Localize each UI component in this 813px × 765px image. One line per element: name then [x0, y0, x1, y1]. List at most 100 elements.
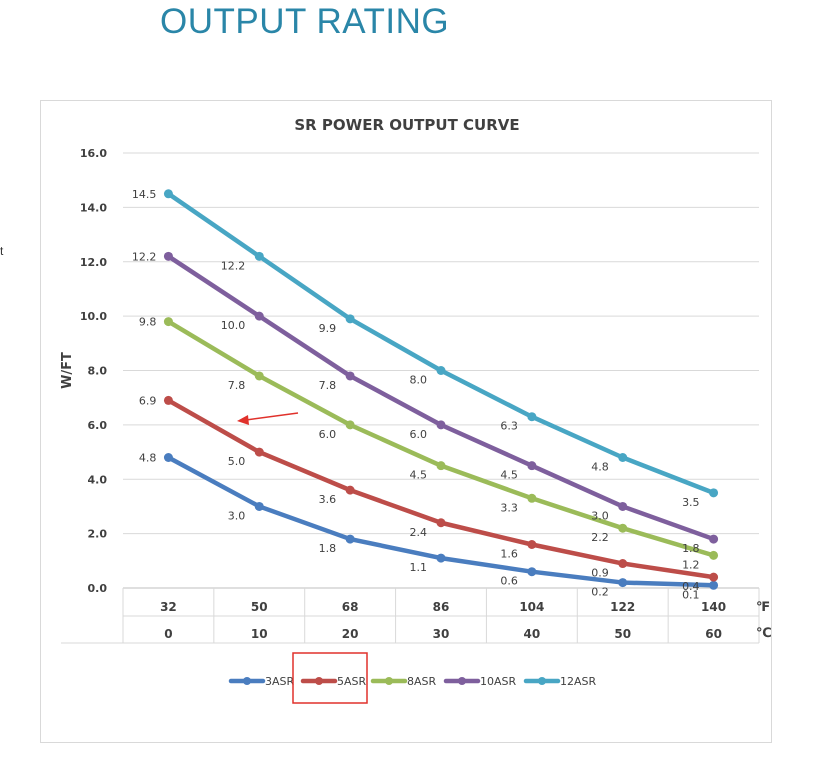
data-label-8asr: 4.5	[410, 469, 428, 482]
chart-frame: SR POWER OUTPUT CURVE W/FT 0.0 2.0 4.0 6.0 8.0…	[40, 100, 772, 743]
data-point-12asr	[254, 251, 264, 261]
data-point-3asr	[163, 453, 173, 462]
y-tick-label: 0.0	[88, 582, 108, 595]
x-tick-label-fahrenheit: 122	[610, 600, 635, 614]
x-tick-label-fahrenheit: 140	[701, 600, 726, 614]
data-point-8asr	[163, 317, 173, 327]
data-point-3asr	[254, 501, 264, 511]
page-title: OUTPUT RATING	[160, 2, 450, 41]
y-tick-label: 12.0	[80, 256, 107, 269]
data-label-10asr: 7.8	[319, 379, 337, 392]
y-axis-label: W/FT	[60, 352, 75, 389]
data-point-3asr	[345, 534, 355, 544]
data-label-12asr: 4.8	[591, 461, 609, 474]
data-point-8asr	[618, 523, 628, 533]
x-tick-label-celsius: 40	[524, 627, 541, 641]
x-tick-label-fahrenheit: 104	[519, 600, 544, 614]
x-tick-label-celsius: 60	[705, 627, 722, 641]
data-point-10asr	[163, 251, 173, 261]
data-point-12asr	[618, 453, 628, 462]
data-point-12asr	[345, 314, 355, 324]
data-point-8asr	[527, 493, 537, 503]
data-label-3asr: 1.1	[410, 561, 428, 574]
data-label-3asr: 3.0	[228, 509, 246, 522]
y-tick-label: 4.0	[88, 473, 108, 486]
data-label-8asr: 9.8	[139, 316, 157, 329]
data-point-5asr	[163, 395, 173, 405]
data-label-5asr: 1.6	[500, 548, 518, 561]
data-label-12asr: 14.5	[132, 188, 157, 201]
data-point-8asr	[254, 371, 264, 381]
legend-label-5asr: 5ASR	[337, 675, 367, 688]
data-label-3asr: 0.6	[500, 575, 518, 588]
chart-svg: SR POWER OUTPUT CURVE W/FT 0.0 2.0 4.0 6.0 8.0…	[60, 116, 772, 704]
legend-label-3asr: 3ASR	[265, 675, 295, 688]
legend-marker-10asr	[458, 677, 466, 685]
data-point-8asr	[345, 420, 355, 430]
data-point-8asr	[709, 550, 719, 560]
data-point-12asr	[163, 189, 173, 199]
data-point-12asr	[527, 412, 537, 422]
data-label-8asr: 1.2	[682, 558, 700, 571]
y-tick-label: 8.0	[88, 365, 108, 378]
x-tick-label-fahrenheit: 68	[342, 600, 359, 614]
y-tick-label: 2.0	[88, 528, 108, 541]
data-label-12asr: 9.9	[319, 322, 337, 335]
legend-highlight-box	[292, 652, 368, 704]
x-tick-label-fahrenheit: 32	[160, 600, 177, 614]
data-point-5asr	[254, 447, 264, 457]
y-tick-label: 10.0	[80, 310, 107, 323]
legend-marker-5asr	[315, 677, 323, 685]
x-tick-label-fahrenheit: 50	[251, 600, 268, 614]
data-point-5asr	[527, 540, 537, 549]
data-point-5asr	[618, 559, 628, 569]
data-point-10asr	[527, 461, 537, 471]
x-tick-label-celsius: 50	[614, 627, 631, 641]
y-tick-label: 14.0	[80, 201, 107, 214]
data-label-3asr: 0.2	[591, 586, 609, 599]
data-label-8asr: 7.8	[228, 379, 246, 392]
data-point-10asr	[436, 420, 446, 430]
legend-label-10asr: 10ASR	[480, 675, 517, 688]
annotation-arrow-shaft	[245, 412, 299, 421]
legend-label-8asr: 8ASR	[407, 675, 437, 688]
data-label-3asr: 0.1	[682, 588, 700, 601]
legend-marker-8asr	[385, 677, 393, 685]
x-tick-label-celsius: 0	[164, 627, 172, 641]
data-label-5asr: 0.9	[591, 567, 609, 580]
data-label-12asr: 3.5	[682, 496, 700, 509]
data-point-8asr	[436, 461, 446, 471]
data-label-10asr: 4.5	[500, 469, 518, 482]
data-label-10asr: 1.8	[682, 542, 700, 555]
data-label-12asr: 12.2	[221, 259, 246, 272]
unit-fahrenheit: ℉	[756, 600, 770, 615]
chart-title: SR POWER OUTPUT CURVE	[294, 116, 519, 134]
data-label-3asr: 1.8	[319, 542, 337, 555]
data-label-5asr: 6.9	[139, 394, 157, 407]
y-tick-label: 16.0	[80, 147, 107, 160]
data-point-5asr	[709, 572, 719, 582]
data-point-3asr	[436, 553, 446, 563]
legend-marker-3asr	[243, 677, 251, 685]
y-tick-label: 6.0	[88, 419, 108, 432]
data-point-12asr	[709, 488, 719, 498]
data-label-5asr: 3.6	[319, 493, 337, 506]
data-label-8asr: 6.0	[319, 428, 337, 441]
data-point-10asr	[618, 501, 628, 511]
data-point-10asr	[709, 534, 719, 544]
data-point-10asr	[254, 311, 264, 321]
data-label-3asr: 4.8	[139, 452, 157, 465]
data-point-12asr	[436, 366, 446, 375]
legend-marker-12asr	[538, 677, 546, 685]
data-point-3asr	[709, 580, 719, 590]
data-point-5asr	[436, 518, 446, 528]
series-line-10asr	[166, 254, 716, 542]
data-point-5asr	[345, 485, 355, 495]
data-label-5asr: 5.0	[228, 455, 246, 468]
data-label-10asr: 3.0	[591, 509, 609, 522]
data-label-5asr: 0.4	[682, 580, 700, 593]
x-tick-label-fahrenheit: 86	[433, 600, 450, 614]
side-text-fragment: t	[0, 244, 4, 258]
data-label-10asr: 6.0	[410, 428, 428, 441]
x-tick-label-celsius: 20	[342, 627, 359, 641]
